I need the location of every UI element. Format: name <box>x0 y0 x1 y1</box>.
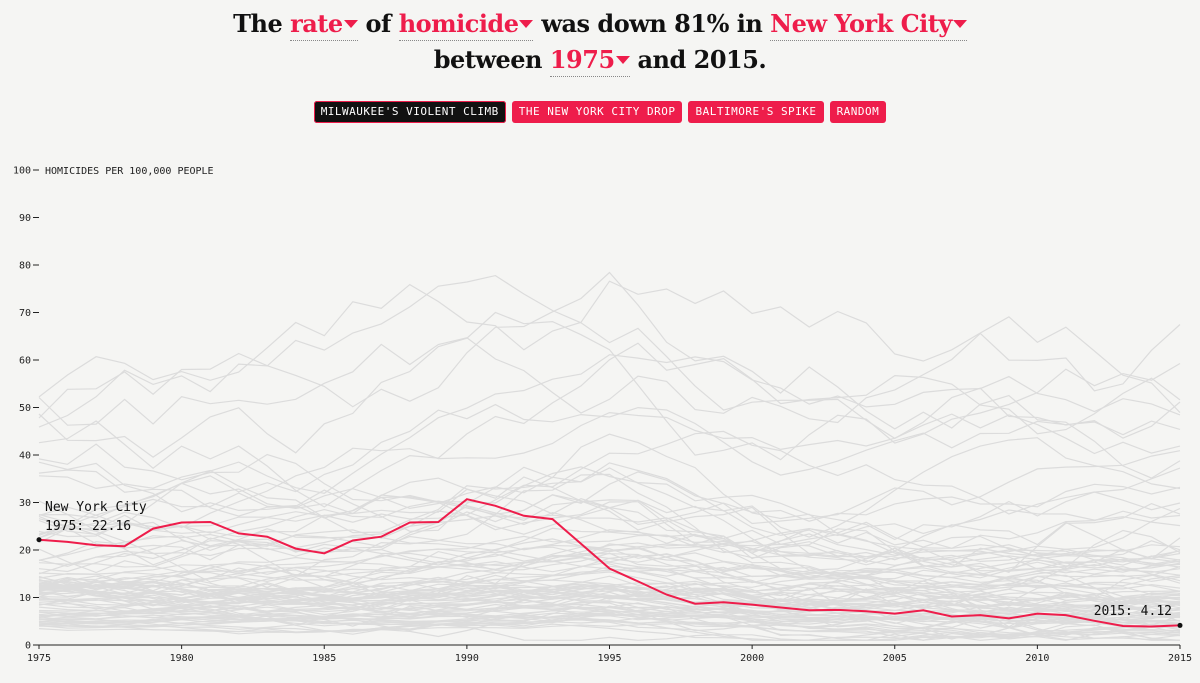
headline-change-text: was down 81% in <box>541 9 763 38</box>
background-city-line <box>38 271 1181 479</box>
city-dropdown[interactable]: New York City <box>770 9 967 41</box>
y-tick-label: 10 <box>19 593 31 604</box>
background-city-line <box>38 324 1181 426</box>
background-city-line <box>38 591 1181 618</box>
background-city-line <box>39 615 1181 639</box>
x-tick-label: 1975 <box>27 653 51 664</box>
chevron-down-icon <box>952 19 967 28</box>
crime-dropdown-label: homicide <box>398 9 519 38</box>
chevron-down-icon <box>615 55 630 64</box>
background-city-lines <box>38 271 1181 641</box>
measure-dropdown[interactable]: rate <box>290 9 358 41</box>
highlight-start-point <box>36 537 42 543</box>
y-tick-label: 90 <box>19 213 31 224</box>
background-city-line <box>38 342 1181 508</box>
background-city-line <box>38 577 1181 612</box>
headline: The rate of homicide was down 81% in New… <box>0 6 1200 78</box>
headline-word-of: of <box>365 9 392 38</box>
y-axis-title: HOMICIDES PER 100,000 PEOPLE <box>45 166 214 177</box>
background-city-line <box>38 615 1181 636</box>
chevron-down-icon <box>519 19 534 28</box>
crime-dropdown[interactable]: homicide <box>398 9 534 41</box>
background-city-line <box>38 575 1181 607</box>
preset-button-milwaukee[interactable]: MILWAUKEE'S VIOLENT CLIMB <box>313 101 506 123</box>
y-tick-label: 60 <box>19 356 31 367</box>
headline-word-the: The <box>233 9 283 38</box>
x-tick-label: 1985 <box>312 653 336 664</box>
x-tick-label: 1995 <box>597 653 621 664</box>
background-city-line <box>38 584 1181 620</box>
background-city-line <box>38 566 1181 593</box>
background-city-line <box>38 411 1181 539</box>
background-city-line <box>38 354 1181 539</box>
highlight-series-line <box>38 498 1181 628</box>
background-city-line <box>38 529 1181 590</box>
chevron-down-icon <box>343 19 358 28</box>
background-city-line <box>38 274 1181 440</box>
x-tick-label: 2015 <box>1168 653 1192 664</box>
highlight-start-label: 1975: 22.16 <box>45 519 131 534</box>
background-city-line <box>38 505 1181 574</box>
background-city-line <box>38 450 1181 577</box>
x-tick-label: 2000 <box>740 653 764 664</box>
background-city-line <box>38 311 1181 461</box>
background-city-line <box>38 590 1181 615</box>
highlight-city-label: New York City <box>45 500 147 515</box>
city-dropdown-label: New York City <box>770 9 952 38</box>
background-city-line <box>38 611 1181 625</box>
chart-axes: 1975 1980 1985 1990 1995 2000 2005 2010 2015 0 10 2… <box>13 166 1192 665</box>
y-tick-label: 40 <box>19 451 31 462</box>
y-tick-label: 50 <box>19 403 31 414</box>
preset-button-nyc[interactable]: THE NEW YORK CITY DROP <box>511 101 683 123</box>
background-city-line <box>38 584 1181 641</box>
measure-dropdown-label: rate <box>290 9 343 38</box>
headline-end-text: and 2015. <box>637 45 767 74</box>
headline-line-2: between 1975 and 2015. <box>0 42 1200 78</box>
background-city-line <box>38 599 1181 621</box>
y-tick-label: 100 <box>13 166 31 177</box>
y-tick-label: 30 <box>19 498 31 509</box>
y-tick-label: 80 <box>19 261 31 272</box>
background-city-line <box>38 576 1181 639</box>
background-city-line <box>38 590 1181 612</box>
y-tick-label: 0 <box>25 641 31 652</box>
background-city-line <box>38 403 1181 519</box>
background-city-line <box>38 467 1181 549</box>
background-city-line <box>38 437 1181 538</box>
background-city-line <box>38 570 1181 607</box>
x-tick-label: 2010 <box>1025 653 1049 664</box>
y-tick-label: 20 <box>19 546 31 557</box>
y-tick-label: 70 <box>19 308 31 319</box>
year-dropdown-label: 1975 <box>549 45 615 74</box>
highlight-end-label: 2015: 4.12 <box>1094 604 1172 619</box>
background-city-line <box>38 534 1181 587</box>
background-city-line <box>38 567 1181 602</box>
preset-button-random[interactable]: RANDOM <box>829 101 887 123</box>
x-tick-label: 1980 <box>170 653 194 664</box>
headline-word-between: between <box>433 45 543 74</box>
background-city-line <box>38 469 1181 568</box>
year-dropdown[interactable]: 1975 <box>549 45 630 77</box>
background-city-line <box>38 466 1181 541</box>
x-tick-label: 1990 <box>455 653 479 664</box>
background-city-line <box>38 483 1181 540</box>
preset-button-baltimore[interactable]: BALTIMORE'S SPIKE <box>688 101 824 123</box>
highlight-end-point <box>1177 622 1183 628</box>
background-city-line <box>38 580 1181 629</box>
background-city-line <box>38 280 1181 414</box>
background-city-line <box>38 534 1181 575</box>
background-city-line <box>38 482 1181 563</box>
preset-buttons: MILWAUKEE'S VIOLENT CLIMB THE NEW YORK C… <box>0 101 1200 123</box>
background-city-line <box>38 565 1181 605</box>
background-city-line <box>38 561 1181 590</box>
headline-line-1: The rate of homicide was down 81% in New… <box>0 6 1200 42</box>
background-city-line <box>38 540 1181 580</box>
x-tick-label: 2005 <box>883 653 907 664</box>
